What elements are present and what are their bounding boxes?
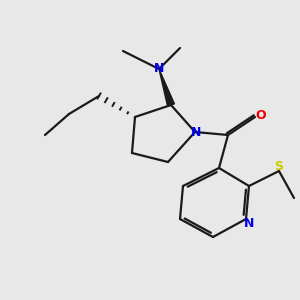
Text: O: O [255, 109, 266, 122]
Text: N: N [191, 125, 201, 139]
Text: N: N [154, 62, 164, 76]
Polygon shape [159, 69, 174, 106]
Text: N: N [244, 217, 254, 230]
Text: S: S [274, 160, 284, 173]
